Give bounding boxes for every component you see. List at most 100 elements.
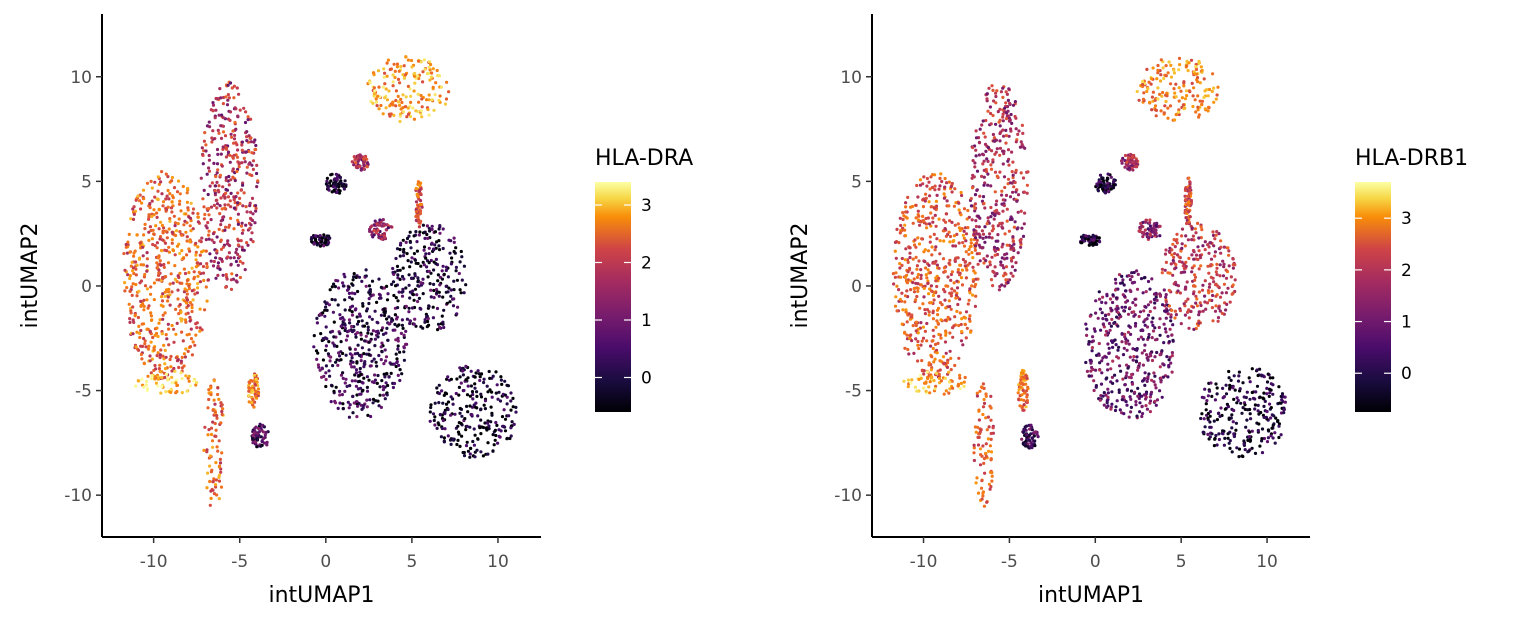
- cell-point: [1197, 59, 1201, 64]
- cell-point: [332, 335, 336, 339]
- cell-point: [994, 122, 998, 126]
- cell-point: [412, 89, 416, 93]
- cell-point: [219, 219, 223, 223]
- cell-point: [994, 203, 998, 207]
- cell-point: [368, 364, 372, 368]
- cell-point: [419, 281, 423, 285]
- cell-point: [1088, 358, 1092, 362]
- cell-point: [357, 158, 361, 162]
- cell-point: [902, 214, 906, 218]
- cell-point: [201, 264, 206, 269]
- cell-point: [964, 276, 969, 280]
- cell-point: [1096, 184, 1100, 188]
- cell-point: [1000, 202, 1004, 206]
- cell-point: [423, 230, 427, 234]
- cell-point: [438, 413, 442, 417]
- cell-point: [937, 187, 941, 191]
- cell-point: [159, 235, 163, 239]
- cell-point: [1085, 333, 1089, 337]
- cell-point: [141, 188, 146, 192]
- cell-point: [428, 229, 432, 233]
- cell-point: [992, 217, 996, 221]
- cell-point: [895, 284, 899, 288]
- cell-point: [350, 282, 354, 286]
- cell-point: [914, 203, 918, 207]
- cell-point: [418, 202, 423, 206]
- cell-point: [424, 256, 428, 260]
- cell-point: [196, 245, 200, 249]
- cell-point: [973, 209, 977, 213]
- cell-point: [991, 224, 995, 228]
- cell-point: [372, 86, 376, 90]
- cell-point: [217, 473, 222, 477]
- cell-point: [145, 379, 149, 384]
- cell-point: [1211, 233, 1216, 237]
- cell-point: [995, 89, 999, 93]
- cell-point: [138, 331, 142, 335]
- cell-point: [442, 439, 446, 443]
- cell-point: [147, 213, 151, 217]
- cell-point: [427, 252, 431, 256]
- cell-point: [195, 321, 199, 325]
- cell-point: [1193, 275, 1198, 279]
- cell-point: [1001, 95, 1005, 99]
- cell-point: [356, 343, 360, 347]
- cell-point: [199, 262, 203, 266]
- cell-point: [216, 261, 220, 265]
- cell-point: [956, 270, 960, 274]
- cell-point: [1144, 220, 1148, 224]
- cell-point: [134, 273, 138, 277]
- cell-point: [328, 181, 332, 185]
- cell-point: [141, 263, 146, 267]
- cell-point: [998, 107, 1002, 111]
- cell-point: [135, 233, 139, 237]
- cell-point: [964, 232, 969, 236]
- cell-point: [1197, 290, 1201, 294]
- cell-point: [466, 384, 470, 388]
- cell-point: [1139, 335, 1143, 339]
- cell-point: [1214, 270, 1218, 274]
- cell-point: [159, 375, 164, 380]
- cell-point: [341, 371, 345, 375]
- cell-point: [978, 463, 983, 467]
- cell-point: [1107, 351, 1111, 355]
- cell-point: [913, 238, 917, 242]
- cell-point: [903, 300, 907, 304]
- cell-point: [1194, 326, 1198, 331]
- cell-point: [1219, 251, 1223, 255]
- cell-point: [954, 296, 958, 300]
- cell-point: [939, 318, 943, 322]
- cell-point: [984, 149, 988, 153]
- cell-point: [328, 236, 332, 240]
- cell-point: [990, 211, 995, 215]
- cell-point: [351, 278, 355, 282]
- cell-point: [138, 335, 142, 340]
- cell-point: [173, 264, 177, 268]
- cell-point: [154, 224, 158, 228]
- cell-point: [319, 240, 323, 244]
- cell-point: [1021, 176, 1026, 180]
- cell-point: [930, 375, 934, 379]
- cell-point: [898, 262, 902, 266]
- cell-point: [214, 485, 218, 489]
- cell-point: [975, 169, 980, 173]
- cell-point: [955, 232, 959, 236]
- cell-point: [251, 397, 255, 401]
- cell-point: [1014, 140, 1018, 144]
- cell-point: [195, 291, 199, 295]
- cell-point: [235, 169, 239, 174]
- cell-point: [409, 58, 414, 63]
- cell-point: [932, 206, 937, 210]
- cell-point: [1159, 73, 1163, 77]
- cell-point: [232, 84, 236, 88]
- cell-point: [226, 195, 231, 199]
- cell-point: [185, 239, 189, 243]
- cell-point: [139, 328, 143, 333]
- cell-point: [430, 241, 434, 245]
- cell-point: [943, 269, 947, 274]
- cell-point: [1184, 89, 1189, 93]
- cell-point: [180, 281, 184, 285]
- cell-point: [233, 133, 237, 137]
- cell-point: [244, 150, 248, 154]
- cell-point: [1187, 326, 1191, 330]
